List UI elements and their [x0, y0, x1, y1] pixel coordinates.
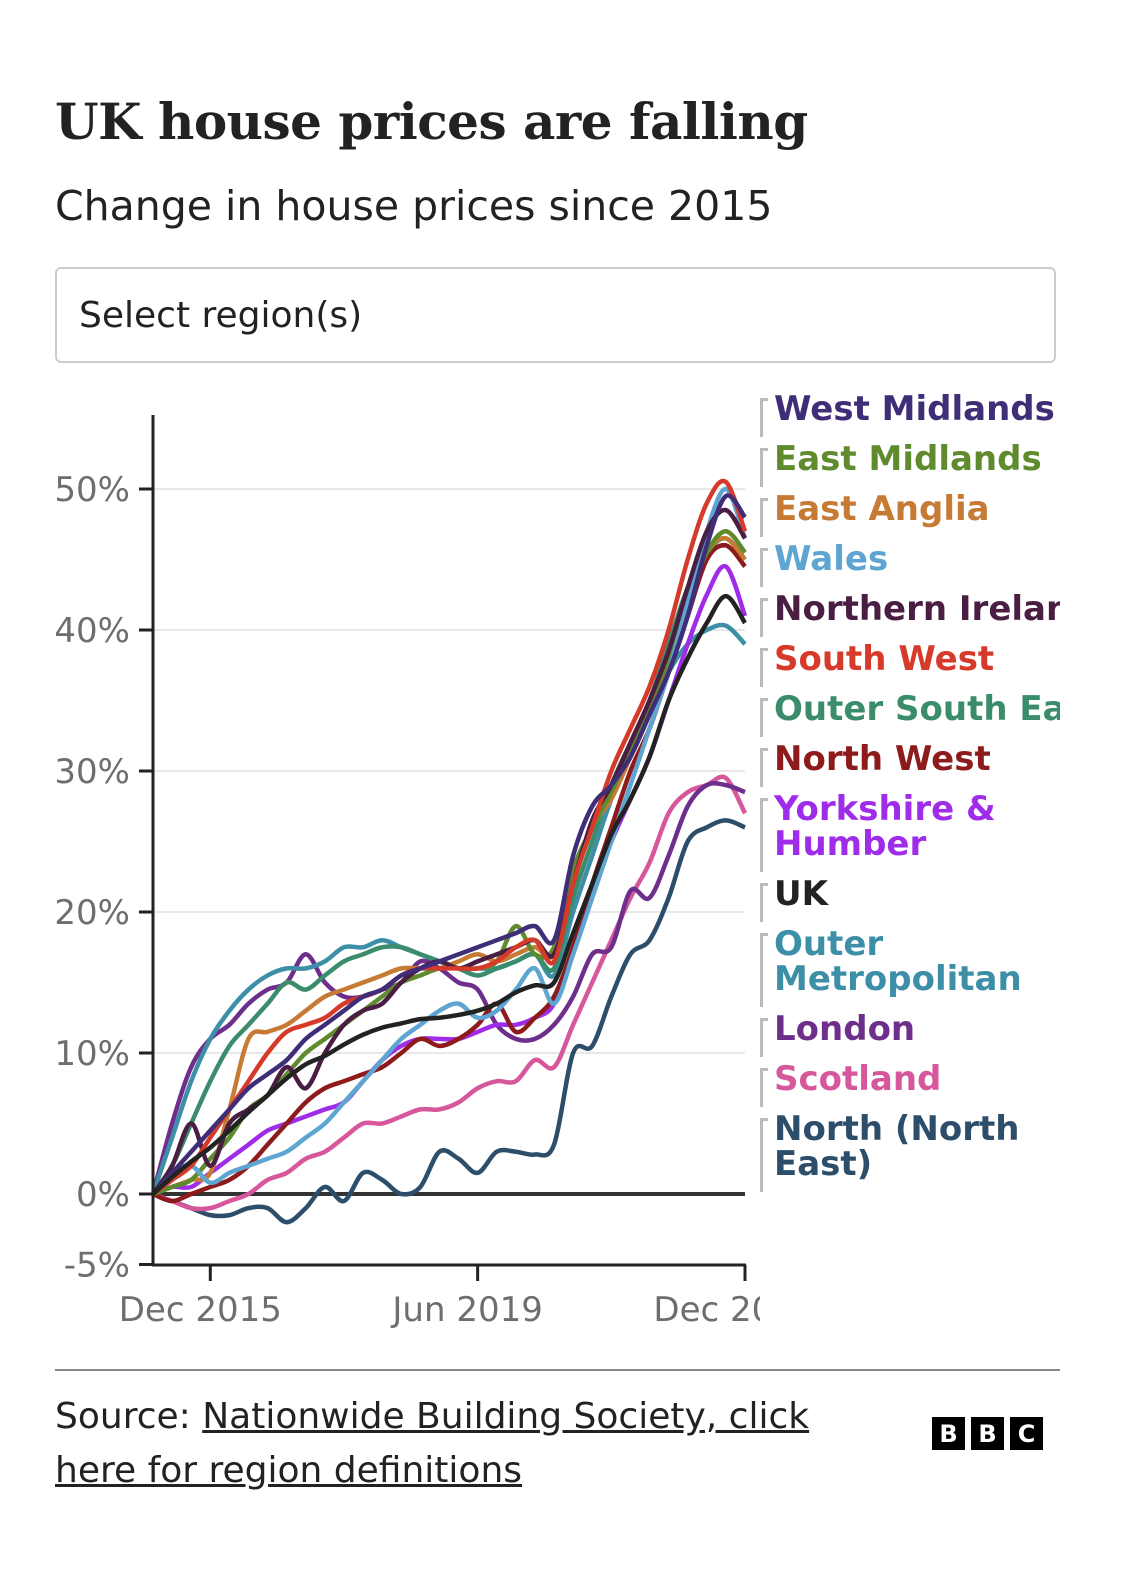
footer-divider [55, 1369, 1060, 1371]
legend-item: South West [760, 642, 1060, 687]
legend-item: Outer South East [760, 692, 1060, 737]
chart-subtitle: Change in house prices since 2015 [55, 182, 773, 230]
legend-item: East Midlands [760, 442, 1060, 487]
series-line-north-west[interactable] [152, 542, 747, 1204]
series-line-west-midlands[interactable] [151, 493, 747, 1196]
series-line-wales[interactable] [151, 486, 748, 1196]
y-tick-label: 10% [54, 1034, 130, 1074]
legend-item: Outer Metropolitan [760, 927, 1054, 1007]
y-tick-label: 30% [54, 752, 130, 792]
bbc-logo-letter: B [932, 1417, 965, 1450]
series-line-yorkshire-humber[interactable] [152, 563, 748, 1197]
chart-title: UK house prices are falling [55, 92, 808, 151]
x-tick-label: Dec 2022 [653, 1290, 760, 1330]
y-tick-label: 40% [54, 611, 130, 651]
series-line-north-north-east-[interactable] [152, 818, 746, 1225]
legend-item: Wales [760, 542, 1060, 587]
bbc-logo-letter: C [1010, 1417, 1043, 1450]
legend-item: Yorkshire & Humber [760, 792, 1054, 872]
region-select[interactable]: Select region(s) [55, 267, 1056, 363]
legend: West Midlands East Midlands East Anglia Wal… [760, 392, 1060, 1197]
series-line-uk[interactable] [151, 593, 747, 1196]
source-note: Source: Nationwide Building Society, cli… [55, 1390, 885, 1498]
source-link[interactable]: Nationwide Building Society, click here … [55, 1396, 810, 1491]
y-tick-label: 0% [76, 1175, 130, 1215]
legend-item: London [760, 1012, 1060, 1057]
y-axis-ticks: -5% 0% 10% 20% 30% 40% 50% [54, 470, 153, 1286]
bbc-logo-letter: B [971, 1417, 1004, 1450]
legend-item: North West [760, 742, 1060, 787]
y-tick-label: 20% [54, 893, 130, 933]
legend-item: West Midlands [760, 392, 1060, 437]
x-tick-label: Jun 2019 [390, 1290, 542, 1330]
x-tick-label: Dec 2015 [119, 1290, 282, 1330]
series-line-london[interactable] [150, 780, 746, 1195]
y-tick-label: 50% [54, 470, 130, 510]
bbc-logo: B B C [932, 1417, 1043, 1450]
y-tick-label: -5% [64, 1246, 130, 1286]
legend-item: Scotland [760, 1062, 1060, 1107]
legend-item: North (North East) [760, 1112, 1054, 1192]
line-chart: -5%0%10%20%30%40%50% Dec 2015 Jun 2019 Dec… [54, 415, 760, 1330]
source-prefix: Source: [55, 1396, 203, 1437]
legend-item: Northern Ireland [760, 592, 1060, 637]
x-axis-ticks: Dec 2015 Jun 2019 Dec 2022 [119, 1265, 760, 1330]
region-select-label: Select region(s) [79, 294, 363, 336]
legend-item: UK [760, 877, 1060, 922]
series-line-south-west[interactable] [151, 478, 748, 1196]
legend-item: East Anglia [760, 492, 1060, 537]
series-lines [150, 478, 748, 1225]
series-line-scotland[interactable] [152, 774, 748, 1212]
